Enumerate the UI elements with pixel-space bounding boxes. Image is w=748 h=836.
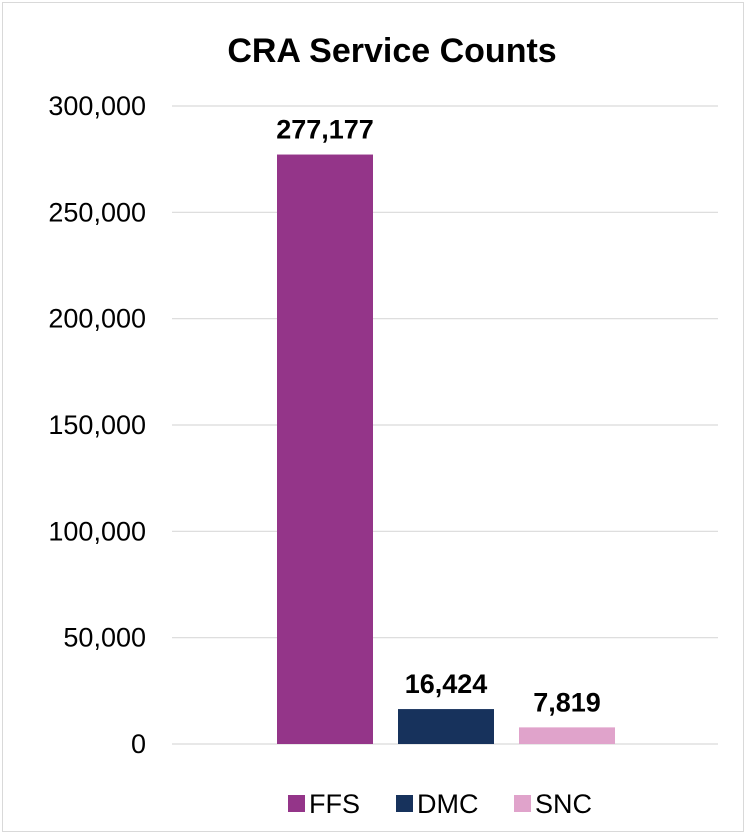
y-tick-label: 50,000	[63, 623, 146, 653]
data-label-ffs: 277,177	[276, 115, 374, 145]
bar-ffs	[277, 154, 373, 744]
data-label-snc: 7,819	[533, 687, 601, 717]
y-tick-label: 0	[131, 729, 146, 759]
bars	[277, 154, 615, 744]
data-labels: 277,177 16,424 7,819	[276, 115, 601, 718]
legend: FFS DMC SNC	[288, 789, 592, 819]
y-tick-label: 250,000	[48, 197, 146, 227]
legend-label-snc: SNC	[535, 789, 592, 819]
bar-snc	[519, 727, 615, 744]
gridlines	[172, 105, 718, 745]
legend-label-ffs: FFS	[309, 789, 360, 819]
y-tick-label: 300,000	[48, 91, 146, 121]
data-label-dmc: 16,424	[405, 669, 488, 699]
y-axis-ticks: 0 50,000 100,000 150,000 200,000 250,000 300,0…	[48, 91, 146, 759]
chart-title: CRA Service Counts	[227, 32, 556, 70]
legend-swatch-snc	[514, 795, 531, 812]
y-tick-label: 200,000	[48, 304, 146, 334]
legend-label-dmc: DMC	[417, 789, 479, 819]
legend-swatch-dmc	[396, 795, 413, 812]
y-tick-label: 100,000	[48, 516, 146, 546]
bar-dmc	[398, 709, 494, 744]
legend-swatch-ffs	[288, 795, 305, 812]
y-tick-label: 150,000	[48, 410, 146, 440]
